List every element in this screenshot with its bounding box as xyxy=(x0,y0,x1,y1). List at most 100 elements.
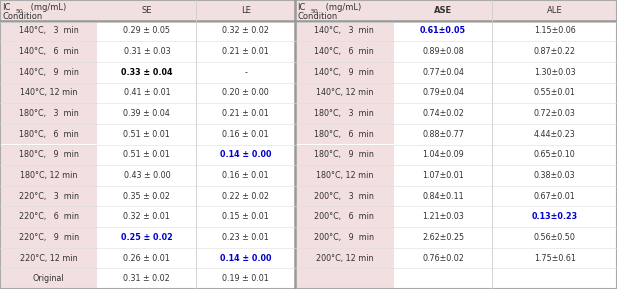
Bar xyxy=(0,124,97,144)
Text: 0.32 ± 0.01: 0.32 ± 0.01 xyxy=(123,212,170,221)
Text: 0.88±0.77: 0.88±0.77 xyxy=(422,130,464,139)
Bar xyxy=(0,248,97,268)
Bar xyxy=(97,144,295,165)
Bar xyxy=(0,21,97,41)
Text: 180°C,   3  min: 180°C, 3 min xyxy=(315,109,374,118)
Text: 180°C,   6  min: 180°C, 6 min xyxy=(19,130,78,139)
Text: 0.89±0.08: 0.89±0.08 xyxy=(422,47,464,56)
Text: 0.74±0.02: 0.74±0.02 xyxy=(422,109,464,118)
Bar xyxy=(394,124,617,144)
Text: SE: SE xyxy=(141,6,152,15)
Text: 200°C,   6  min: 200°C, 6 min xyxy=(314,212,375,221)
Text: 0.21 ± 0.01: 0.21 ± 0.01 xyxy=(222,109,269,118)
Text: 0.41 ± 0.01: 0.41 ± 0.01 xyxy=(123,88,170,97)
Text: 0.56±0.50: 0.56±0.50 xyxy=(534,233,576,242)
Bar xyxy=(295,83,394,103)
Text: 220°C,   3  min: 220°C, 3 min xyxy=(19,192,79,201)
Bar xyxy=(394,227,617,248)
Text: (mg/mL): (mg/mL) xyxy=(28,3,67,12)
Text: 1.30±0.03: 1.30±0.03 xyxy=(534,68,576,77)
Bar xyxy=(97,186,295,206)
Bar xyxy=(394,62,617,83)
Text: 0.38±0.03: 0.38±0.03 xyxy=(534,171,576,180)
Bar xyxy=(394,186,617,206)
Text: 2.62±0.25: 2.62±0.25 xyxy=(422,233,464,242)
Text: LE: LE xyxy=(241,6,251,15)
Text: 0.16 ± 0.01: 0.16 ± 0.01 xyxy=(222,171,269,180)
Text: -: - xyxy=(244,68,247,77)
Bar xyxy=(394,165,617,186)
Text: 140°C,   6  min: 140°C, 6 min xyxy=(19,47,78,56)
Bar xyxy=(394,103,617,124)
Bar xyxy=(0,0,617,21)
Bar xyxy=(295,62,394,83)
Text: 0.84±0.11: 0.84±0.11 xyxy=(422,192,464,201)
Bar xyxy=(0,62,97,83)
Bar xyxy=(97,21,295,41)
Bar xyxy=(0,83,97,103)
Text: ASE: ASE xyxy=(434,6,452,15)
Text: 180°C,   6  min: 180°C, 6 min xyxy=(315,130,374,139)
Bar xyxy=(97,248,295,268)
Text: 140°C, 12 min: 140°C, 12 min xyxy=(316,88,373,97)
Bar xyxy=(295,227,394,248)
Bar xyxy=(97,124,295,144)
Text: Condition: Condition xyxy=(297,12,337,21)
Bar xyxy=(97,83,295,103)
Bar xyxy=(0,144,97,165)
Text: 140°C,   3  min: 140°C, 3 min xyxy=(19,27,78,36)
Text: 0.67±0.01: 0.67±0.01 xyxy=(534,192,576,201)
Bar xyxy=(295,186,394,206)
Text: 0.23 ± 0.01: 0.23 ± 0.01 xyxy=(222,233,269,242)
Text: 0.51 ± 0.01: 0.51 ± 0.01 xyxy=(123,130,170,139)
Text: 0.76±0.02: 0.76±0.02 xyxy=(422,253,464,262)
Text: 0.19 ± 0.01: 0.19 ± 0.01 xyxy=(222,274,269,283)
Text: 50: 50 xyxy=(15,9,23,14)
Text: 220°C, 12 min: 220°C, 12 min xyxy=(20,253,78,262)
Bar xyxy=(97,227,295,248)
Text: Original: Original xyxy=(33,274,65,283)
Text: 1.04±0.09: 1.04±0.09 xyxy=(422,150,464,159)
Text: 180°C,   9  min: 180°C, 9 min xyxy=(314,150,375,159)
Text: 200°C,   9  min: 200°C, 9 min xyxy=(314,233,375,242)
Bar xyxy=(295,165,394,186)
Bar xyxy=(394,144,617,165)
Bar xyxy=(295,268,394,289)
Text: 0.72±0.03: 0.72±0.03 xyxy=(534,109,576,118)
Bar xyxy=(295,124,394,144)
Text: 180°C, 12 min: 180°C, 12 min xyxy=(20,171,77,180)
Text: 140°C,   3  min: 140°C, 3 min xyxy=(315,27,374,36)
Text: 0.61±0.05: 0.61±0.05 xyxy=(420,27,466,36)
Bar xyxy=(394,268,617,289)
Bar xyxy=(0,41,97,62)
Bar xyxy=(97,103,295,124)
Text: 50: 50 xyxy=(310,9,318,14)
Bar xyxy=(0,268,97,289)
Text: 0.14 ± 0.00: 0.14 ± 0.00 xyxy=(220,150,271,159)
Text: 0.25 ± 0.02: 0.25 ± 0.02 xyxy=(121,233,173,242)
Text: 0.31 ± 0.03: 0.31 ± 0.03 xyxy=(123,47,170,56)
Text: 0.43 ± 0.00: 0.43 ± 0.00 xyxy=(123,171,170,180)
Text: 0.26 ± 0.01: 0.26 ± 0.01 xyxy=(123,253,170,262)
Text: 0.51 ± 0.01: 0.51 ± 0.01 xyxy=(123,150,170,159)
Text: 200°C,   3  min: 200°C, 3 min xyxy=(314,192,375,201)
Bar xyxy=(97,41,295,62)
Text: IC: IC xyxy=(2,3,11,12)
Text: 0.22 ± 0.02: 0.22 ± 0.02 xyxy=(222,192,269,201)
Text: Condition: Condition xyxy=(2,12,43,21)
Text: 0.13±0.23: 0.13±0.23 xyxy=(532,212,578,221)
Bar xyxy=(0,165,97,186)
Text: 0.77±0.04: 0.77±0.04 xyxy=(422,68,464,77)
Text: 0.20 ± 0.00: 0.20 ± 0.00 xyxy=(222,88,269,97)
Text: 0.29 ± 0.05: 0.29 ± 0.05 xyxy=(123,27,170,36)
Bar xyxy=(394,83,617,103)
Bar xyxy=(97,206,295,227)
Text: (mg/mL): (mg/mL) xyxy=(323,3,362,12)
Bar xyxy=(295,103,394,124)
Text: 180°C, 12 min: 180°C, 12 min xyxy=(316,171,373,180)
Text: 0.65±0.10: 0.65±0.10 xyxy=(534,150,576,159)
Bar xyxy=(0,227,97,248)
Text: 1.07±0.01: 1.07±0.01 xyxy=(422,171,464,180)
Bar xyxy=(0,103,97,124)
Text: IC: IC xyxy=(297,3,306,12)
